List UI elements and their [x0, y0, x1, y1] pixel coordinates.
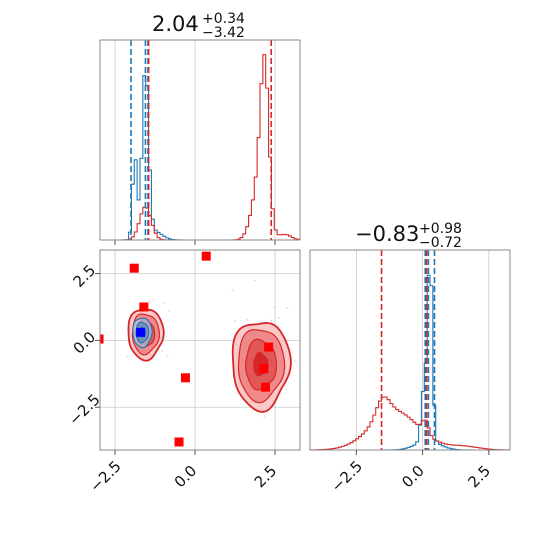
panel-title-p1-upper: +0.98 [419, 221, 462, 237]
panel-title-p0-lower: −3.42 [202, 25, 245, 41]
x-tick-label: −2.5 [86, 457, 124, 495]
red-marker [174, 437, 184, 447]
histogram-red [309, 396, 511, 451]
panel-title-p0-upper: +0.34 [202, 11, 245, 27]
red-marker [180, 373, 190, 383]
y-tick-label: 2.5 [70, 261, 100, 291]
sample-point [161, 349, 164, 352]
sample-point [231, 289, 234, 292]
sample-point [234, 320, 237, 322]
sample-point [277, 316, 280, 319]
x-tick-label: −2.5 [328, 457, 366, 495]
sample-point [277, 325, 280, 327]
panel-title-p1: −0.83 [355, 222, 419, 246]
x-tick-label: 2.5 [464, 462, 494, 492]
sample-point [286, 307, 289, 310]
histogram-p1: −2.5 0.0 2.5 [309, 249, 511, 496]
sample-point [246, 318, 249, 321]
sample-point [317, 354, 319, 356]
sample-point [273, 306, 276, 309]
sample-point [163, 301, 165, 304]
histogram-blue [310, 274, 510, 451]
red-marker [201, 251, 211, 261]
x-tick-label: 2.5 [251, 462, 281, 492]
red-marker [129, 263, 139, 273]
red-marker [139, 302, 149, 312]
sample-point [148, 300, 151, 303]
sample-point [166, 355, 169, 358]
panel-frame [309, 249, 511, 451]
histogram-p0 [99, 39, 301, 245]
blue-marker [136, 327, 146, 337]
sample-point [285, 388, 288, 391]
x-tick-label: 0.0 [171, 462, 201, 492]
y-tick-label: −2.5 [65, 390, 103, 428]
histogram-red [100, 54, 301, 241]
red-marker [260, 382, 270, 392]
sample-point [294, 360, 296, 363]
sample-point [168, 309, 170, 312]
sample-point [253, 279, 256, 282]
sample-point [263, 415, 266, 418]
x-tick-label: 0.0 [398, 462, 428, 492]
panel-title-p0: 2.04 [152, 12, 199, 36]
red-marker [264, 342, 274, 352]
panel-frame [99, 39, 301, 241]
joint-scatter-panel: −2.5 0.0 2.5 −2.5 0.0 2.5 [65, 249, 319, 496]
sample-point [152, 298, 155, 301]
red-marker [100, 334, 104, 344]
sample-point [270, 319, 273, 322]
panel-title-p1-lower: −0.72 [419, 235, 462, 251]
histogram-blue [100, 75, 300, 241]
sample-point [126, 355, 129, 358]
y-tick-label: 0.0 [70, 328, 100, 358]
scatter-plot-area [100, 250, 319, 450]
panel-frame [99, 249, 301, 451]
red-marker [259, 363, 269, 373]
